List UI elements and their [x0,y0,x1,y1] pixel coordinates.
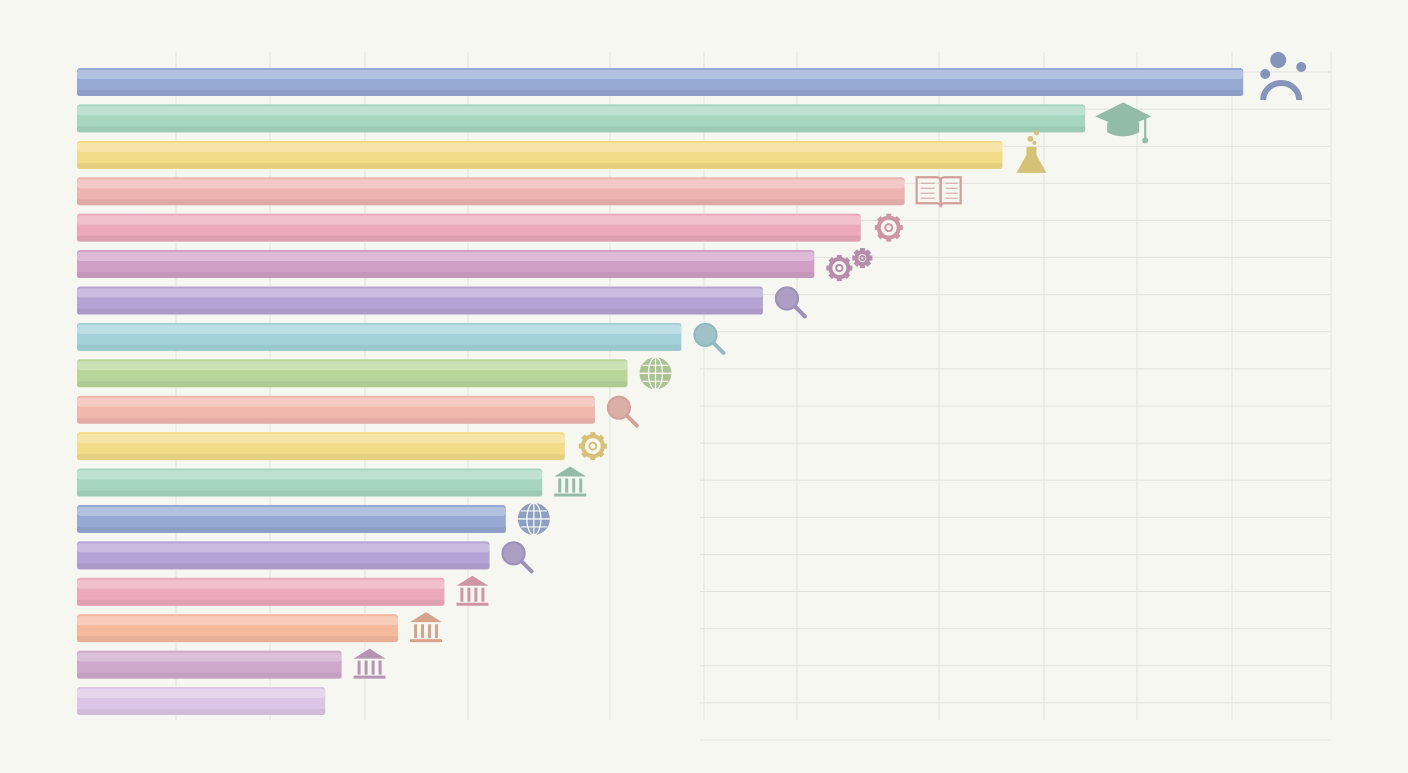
flask-icon [1016,130,1047,173]
bar-body [77,68,1244,96]
magnifier-icon [501,541,534,574]
magnifier-icon [693,322,726,355]
book-icon [915,176,962,208]
bar-body [77,213,861,242]
bar-body [77,395,595,424]
bar [77,286,763,315]
bar-shade [77,272,815,279]
bar-body [77,504,506,533]
bar [77,468,543,497]
bar-body [77,104,1086,133]
bar-highlight [77,324,682,334]
bar-body [77,140,1003,169]
bar-highlight [77,652,342,662]
bar-shade [77,599,445,606]
bar-body [77,577,445,606]
bar-highlight [77,106,1086,116]
bar [77,614,399,643]
bars [77,68,1244,715]
graduation-cap-icon [1095,102,1152,144]
bar-shade [77,636,399,643]
bar [77,395,595,424]
bar-shade [77,490,543,497]
bar-highlight [77,689,326,698]
magnifier-icon [774,286,807,319]
bar-highlight [77,434,565,444]
bar [77,650,342,679]
bar-highlight [77,470,543,480]
icons [353,52,1307,679]
bar-body [77,614,399,643]
bar-body [77,541,490,570]
bar [77,359,628,388]
bar-highlight [77,252,815,262]
bar-body [77,322,682,351]
gears-icon [826,248,873,282]
bar-highlight [77,179,905,189]
bar-highlight [77,543,490,553]
bar-shade [77,454,565,461]
bar-highlight [77,616,399,626]
gear-icon [874,213,903,242]
bar [77,213,861,242]
bar-shade [77,381,628,388]
institution-icon [456,575,489,606]
bar-highlight [77,70,1244,79]
bar-shade [77,162,1003,169]
bar-shade [77,563,490,570]
bar-highlight [77,361,628,371]
bar-shade [77,308,763,315]
bar-highlight [77,288,763,298]
people-icon [1260,52,1307,101]
bar-highlight [77,506,506,516]
bar-body [77,650,342,679]
globe-icon [517,502,550,536]
bar [77,177,905,206]
bar-shade [77,235,861,242]
bar [77,104,1086,133]
bar-body [77,250,815,279]
bar-body [77,286,763,315]
bar-highlight [77,397,595,407]
bar [77,504,506,533]
bar-highlight [77,579,445,589]
bar [77,68,1244,96]
institution-icon [353,648,386,679]
bar [77,140,1003,169]
bar-highlight [77,215,861,225]
bar-body [77,468,543,497]
institution-icon [410,612,443,643]
bar-shade [77,90,1244,96]
bar [77,250,815,279]
gear-icon [578,432,607,461]
globe-icon [639,356,672,390]
bar-body [77,432,565,461]
bar [77,322,682,351]
bar-shade [77,526,506,533]
bar-shade [77,417,595,424]
bar-body [77,177,905,206]
bar [77,687,326,715]
bar-shade [77,672,342,679]
bar-highlight [77,142,1003,152]
institution-icon [554,466,587,497]
bar-shade [77,344,682,351]
bar-shade [77,126,1086,133]
bar-body [77,687,326,715]
magnifier-icon [606,395,639,428]
bar-shade [77,709,326,715]
bar-body [77,359,628,388]
bar-shade [77,199,905,206]
bar [77,541,490,570]
bar [77,577,445,606]
bar [77,432,565,461]
